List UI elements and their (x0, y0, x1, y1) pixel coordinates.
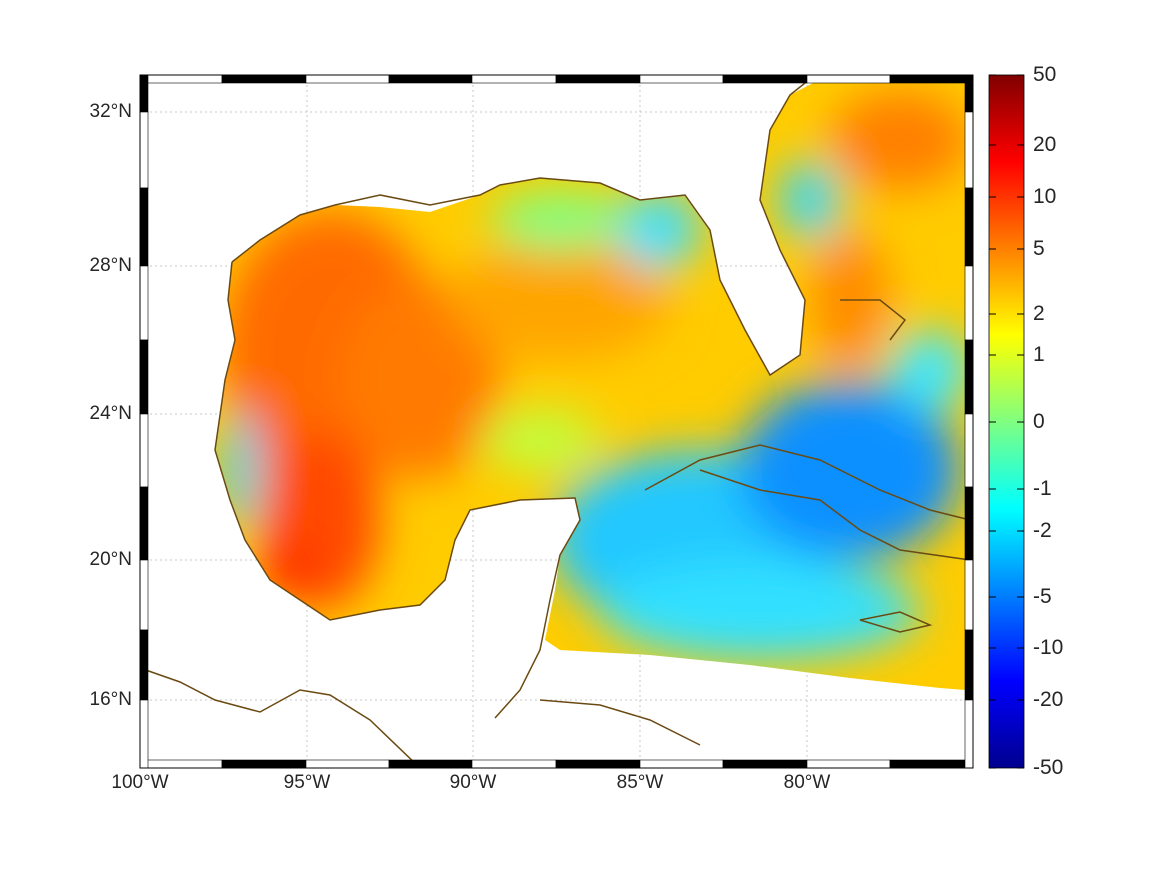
colorbar-tick-label: 0 (1033, 410, 1045, 433)
longitude-label: 100°W (111, 772, 169, 793)
frame-stripe (139, 559, 149, 631)
frame-stripe (388, 759, 473, 769)
frame-stripe (889, 74, 974, 84)
frame-stripe (139, 629, 149, 701)
latitude-label: 28°N (89, 255, 132, 276)
colorbar-tick-label: -2 (1033, 519, 1052, 542)
frame-stripe (964, 74, 974, 113)
colorbar-tick-label: 50 (1033, 63, 1057, 86)
colorbar-tick-label: -1 (1033, 477, 1052, 500)
colorbar-tick-label: 10 (1033, 185, 1057, 208)
frame-stripe (139, 74, 223, 84)
colorbar-ticks (988, 74, 1025, 769)
map-frame (139, 74, 974, 769)
frame-stripe (722, 759, 808, 769)
latitude-label: 32°N (89, 101, 132, 122)
longitude-label: 85°W (616, 772, 664, 793)
frame-stripe (964, 413, 974, 488)
frame-stripe (139, 187, 149, 267)
frame-stripe (139, 413, 149, 488)
frame-stripe (964, 559, 974, 631)
colorbar-tick-label: 2 (1033, 302, 1045, 325)
frame-stripe (639, 74, 724, 84)
frame-stripe (139, 759, 223, 769)
coastline (139, 74, 971, 769)
frame-stripe (889, 759, 974, 769)
colorbar-tick-label: -50 (1033, 756, 1064, 779)
colorbar-tick-label: -5 (1033, 585, 1052, 608)
frame-stripe (471, 74, 557, 84)
colorbar-tick-label: -10 (1033, 636, 1064, 659)
frame-stripe (806, 74, 891, 84)
longitude-label: 90°W (449, 772, 497, 793)
frame-stripe (964, 187, 974, 267)
frame-stripe (139, 74, 149, 113)
frame-stripe (139, 339, 149, 415)
frame-stripe (388, 74, 473, 84)
frame-stripe (555, 759, 641, 769)
frame-stripe (722, 74, 808, 84)
frame-stripe (964, 629, 974, 701)
frame-stripe (964, 111, 974, 189)
frame-stripe (139, 265, 149, 341)
frame-stripe (964, 486, 974, 561)
frame-stripe (964, 265, 974, 341)
frame-stripe (139, 486, 149, 561)
frame-stripe (806, 759, 891, 769)
latitude-label: 16°N (89, 689, 132, 710)
frame-stripe (139, 699, 149, 769)
latitude-label: 24°N (89, 403, 132, 424)
longitude-label: 95°W (283, 772, 331, 793)
frame-stripe (221, 74, 307, 84)
frame-stripe (221, 759, 307, 769)
anomaly-field (215, 82, 965, 690)
frame-stripe (964, 699, 974, 769)
frame-stripe (305, 74, 390, 84)
longitude-label: 80°W (783, 772, 831, 793)
frame-stripe (964, 339, 974, 415)
frame-stripe (471, 759, 557, 769)
latitude-label: 20°N (89, 549, 132, 570)
frame-stripe (305, 759, 390, 769)
colorbar-tick-label: 20 (1033, 133, 1057, 156)
frame-stripe (555, 74, 641, 84)
colorbar-tick-label: 1 (1033, 343, 1045, 366)
colorbar-tick-label: -20 (1033, 688, 1064, 711)
frame-stripe (639, 759, 724, 769)
colorbar-tick-label: 5 (1033, 237, 1045, 260)
frame-stripe (139, 111, 149, 189)
